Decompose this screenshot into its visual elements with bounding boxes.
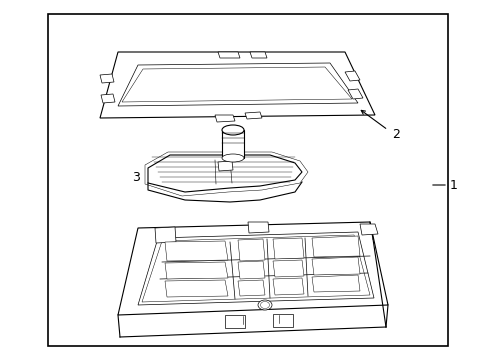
Text: 2: 2 xyxy=(391,127,399,140)
Polygon shape xyxy=(311,275,359,292)
Polygon shape xyxy=(224,315,244,328)
Polygon shape xyxy=(118,63,357,106)
Polygon shape xyxy=(238,261,264,279)
Ellipse shape xyxy=(222,154,244,162)
Polygon shape xyxy=(347,89,362,99)
Polygon shape xyxy=(222,130,244,158)
Polygon shape xyxy=(100,74,114,83)
Polygon shape xyxy=(100,52,374,118)
Polygon shape xyxy=(164,280,227,297)
Polygon shape xyxy=(164,262,227,279)
Polygon shape xyxy=(311,236,359,257)
Polygon shape xyxy=(272,238,304,259)
Polygon shape xyxy=(164,241,227,261)
Ellipse shape xyxy=(222,125,244,135)
Polygon shape xyxy=(249,52,266,58)
Polygon shape xyxy=(218,52,240,58)
Polygon shape xyxy=(247,222,268,233)
Polygon shape xyxy=(272,314,292,327)
Polygon shape xyxy=(311,257,359,275)
Polygon shape xyxy=(244,112,262,119)
Polygon shape xyxy=(272,260,304,277)
Text: 3: 3 xyxy=(132,171,140,184)
Bar xyxy=(48,14,447,346)
Ellipse shape xyxy=(260,302,269,309)
Polygon shape xyxy=(155,227,176,243)
Text: 1: 1 xyxy=(449,179,457,192)
Polygon shape xyxy=(142,235,369,302)
Polygon shape xyxy=(272,278,304,295)
Polygon shape xyxy=(122,67,351,102)
Polygon shape xyxy=(238,280,264,296)
Polygon shape xyxy=(238,239,264,261)
Polygon shape xyxy=(148,155,302,192)
Polygon shape xyxy=(101,94,115,103)
Polygon shape xyxy=(218,161,232,171)
Polygon shape xyxy=(345,71,359,81)
Polygon shape xyxy=(359,224,377,235)
Ellipse shape xyxy=(258,300,271,310)
Polygon shape xyxy=(138,232,373,305)
Polygon shape xyxy=(118,222,387,315)
Polygon shape xyxy=(215,115,235,122)
